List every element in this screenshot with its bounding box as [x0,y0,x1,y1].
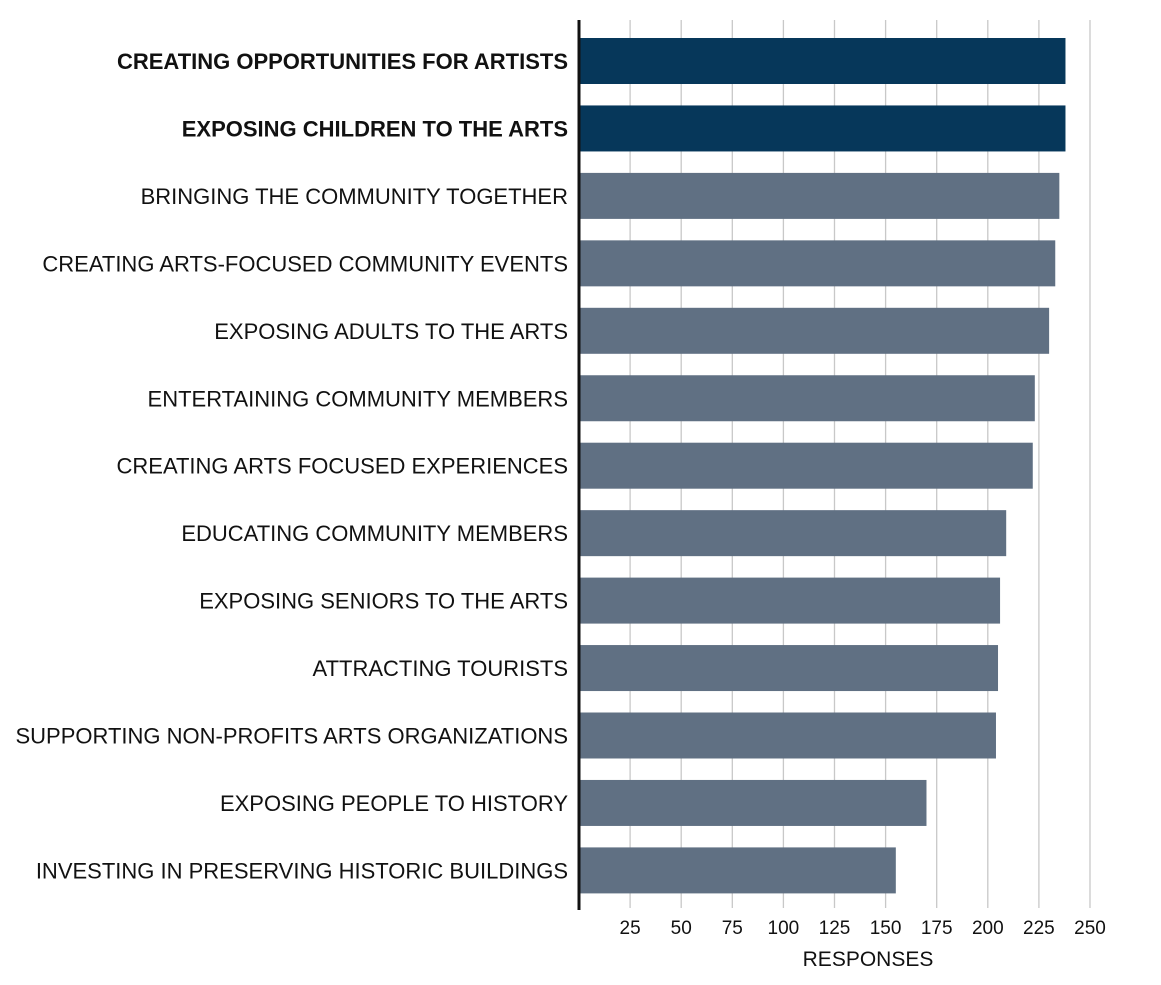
bar [579,105,1066,152]
category-label: CREATING OPPORTUNITIES FOR ARTISTS [117,49,568,74]
category-label: CREATING ARTS FOCUSED EXPERIENCES [117,454,569,479]
category-label: EXPOSING CHILDREN TO THE ARTS [182,116,568,141]
x-tick-label: 150 [870,918,902,939]
bar [579,375,1035,422]
category-label: EXPOSING SENIORS TO THE ARTS [199,589,568,614]
bar [579,645,999,692]
category-label: EXPOSING ADULTS TO THE ARTS [214,319,568,344]
bar [579,240,1056,287]
x-tick-label: 75 [722,918,743,939]
bar [579,172,1060,219]
x-tick-label: 200 [972,918,1004,939]
bar [579,712,996,759]
x-tick-label: 25 [620,918,641,939]
bar [579,510,1007,557]
category-label: CREATING ARTS-FOCUSED COMMUNITY EVENTS [42,251,568,276]
category-labels: CREATING OPPORTUNITIES FOR ARTISTS EXPOSI… [15,49,568,883]
category-label: EDUCATING COMMUNITY MEMBERS [181,521,568,546]
x-tick-labels: 25 50 75 100 125 150 175 200 225 250 [620,918,1106,939]
x-tick-label: 125 [819,918,851,939]
x-axis-title: RESPONSES [803,948,934,971]
x-tick-label: 250 [1074,918,1106,939]
bar [579,847,896,894]
bar [579,577,1001,624]
x-tick-label: 225 [1023,918,1055,939]
bar [579,442,1033,489]
category-label: ENTERTAINING COMMUNITY MEMBERS [148,386,568,411]
bar [579,307,1050,354]
category-label: EXPOSING PEOPLE TO HISTORY [220,791,568,816]
category-label: BRINGING THE COMMUNITY TOGETHER [141,184,568,209]
x-tick-label: 100 [768,918,800,939]
category-label: INVESTING IN PRESERVING HISTORIC BUILDIN… [36,858,568,883]
bar [579,779,927,826]
x-tick-label: 175 [921,918,953,939]
x-tick-label: 50 [671,918,692,939]
bar [579,38,1066,84]
bars [579,38,1066,894]
category-label: SUPPORTING NON-PROFITS ARTS ORGANIZATION… [15,724,568,749]
category-label: ATTRACTING TOURISTS [313,656,568,681]
